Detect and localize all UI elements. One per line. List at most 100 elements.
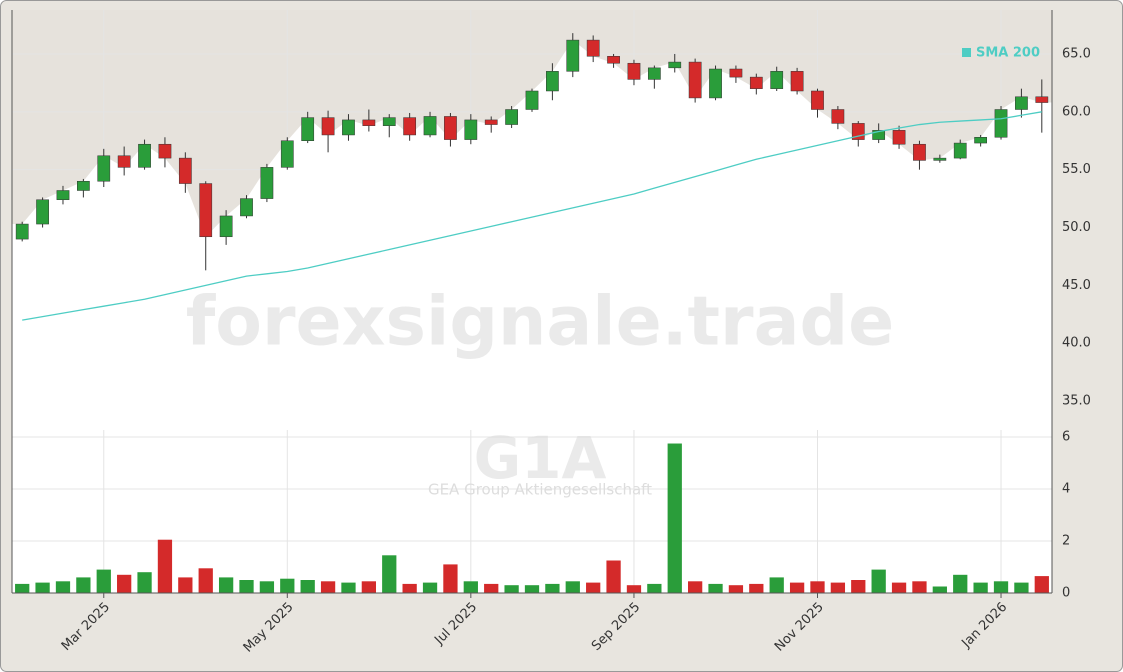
candle-body	[668, 61, 682, 69]
volume-bar	[912, 581, 927, 593]
candle-body	[607, 56, 620, 64]
volume-bar	[1034, 576, 1049, 593]
candle-body	[892, 130, 906, 145]
candle-body	[464, 119, 478, 140]
candle-body	[974, 137, 987, 144]
candle-body	[36, 199, 49, 225]
volume-bar	[198, 568, 213, 593]
volume-bar	[157, 539, 173, 593]
volume-bar	[341, 582, 356, 593]
candle-body	[301, 117, 315, 141]
volume-bar	[35, 582, 50, 593]
candle-body	[525, 90, 539, 110]
candle-body	[586, 39, 600, 57]
candle-body	[321, 117, 335, 136]
volume-bar	[402, 583, 417, 593]
volume-bar	[524, 585, 540, 593]
volume-bar	[769, 577, 784, 593]
volume-bar	[300, 580, 315, 593]
candle-body	[403, 117, 417, 136]
candle-body	[382, 117, 396, 126]
volume-bar	[259, 581, 275, 593]
volume-bar	[891, 582, 907, 593]
candle-body	[790, 71, 804, 92]
volume-bar	[178, 577, 193, 593]
candle-body	[158, 143, 172, 159]
volume-bar	[953, 574, 968, 593]
sma-line	[22, 111, 1042, 321]
company-watermark: GEA Group Aktiengesellschaft	[428, 481, 652, 499]
volume-bar	[1014, 582, 1029, 593]
candle-body	[117, 155, 131, 168]
candle-body	[444, 116, 457, 140]
volume-bar	[626, 585, 642, 593]
symbol-watermark: G1A	[474, 424, 607, 492]
candle-body	[505, 109, 518, 125]
candle-body	[811, 90, 824, 110]
volume-bar	[320, 581, 336, 593]
legend-swatch	[962, 48, 971, 57]
volume-bar	[137, 572, 152, 593]
candle-body	[219, 215, 233, 238]
volume-bar	[55, 581, 71, 593]
volume-bar	[484, 583, 499, 593]
volume-bar	[422, 582, 438, 593]
candle-body	[872, 130, 886, 140]
volume-tick-label: 6	[1062, 430, 1070, 445]
volume-panel	[12, 430, 1052, 593]
volume-tick-label: 0	[1062, 586, 1070, 601]
volume-bar	[749, 583, 764, 593]
candle-body	[688, 61, 702, 99]
volume-tick-label: 2	[1062, 534, 1070, 549]
volume-bar	[586, 582, 601, 593]
candle-body	[994, 109, 1008, 138]
candle-body	[56, 190, 70, 201]
y-tick-label: 50.0	[1062, 220, 1091, 235]
candle-body	[199, 183, 213, 238]
volume-bar	[463, 581, 478, 593]
volume-bar	[15, 583, 30, 593]
volume-bar	[76, 577, 91, 593]
candle-body	[138, 143, 151, 168]
y-tick-label: 60.0	[1062, 104, 1091, 119]
volume-bar	[96, 569, 111, 593]
candle-body	[729, 68, 743, 78]
candle-body	[647, 67, 661, 80]
y-tick-label: 35.0	[1062, 394, 1091, 409]
volume-bar	[728, 585, 744, 593]
volume-bar	[218, 577, 234, 593]
y-tick-label: 45.0	[1062, 278, 1091, 293]
volume-bar	[504, 585, 519, 593]
volume-bar	[830, 582, 846, 593]
candle-body	[770, 71, 784, 89]
volume-bar	[606, 560, 621, 593]
volume-bar	[565, 581, 580, 593]
candle-body	[709, 68, 722, 99]
volume-bar	[280, 578, 295, 593]
candle-body	[627, 62, 641, 80]
legend-label: SMA 200	[976, 46, 1040, 61]
volume-bar	[443, 564, 458, 593]
candle-body	[1015, 96, 1028, 110]
volume-bar	[708, 583, 723, 593]
candle-body	[97, 155, 111, 182]
candle-body	[423, 116, 437, 136]
volume-tick-label: 4	[1062, 482, 1070, 497]
volume-bar	[688, 581, 703, 593]
candle-body	[933, 157, 947, 161]
volume-bar	[810, 581, 825, 593]
volume-bar	[789, 582, 805, 593]
candle-body	[342, 119, 355, 136]
candle-body	[484, 119, 498, 125]
volume-bar	[117, 574, 132, 593]
volume-bar	[993, 581, 1009, 593]
candle-body	[831, 109, 845, 124]
volume-bar	[667, 443, 682, 593]
volume-bar	[545, 583, 560, 593]
candle-body	[178, 157, 192, 184]
candle-body	[566, 39, 580, 72]
y-tick-label: 65.0	[1062, 46, 1091, 61]
volume-bar	[851, 580, 866, 593]
candle-body	[749, 76, 763, 89]
